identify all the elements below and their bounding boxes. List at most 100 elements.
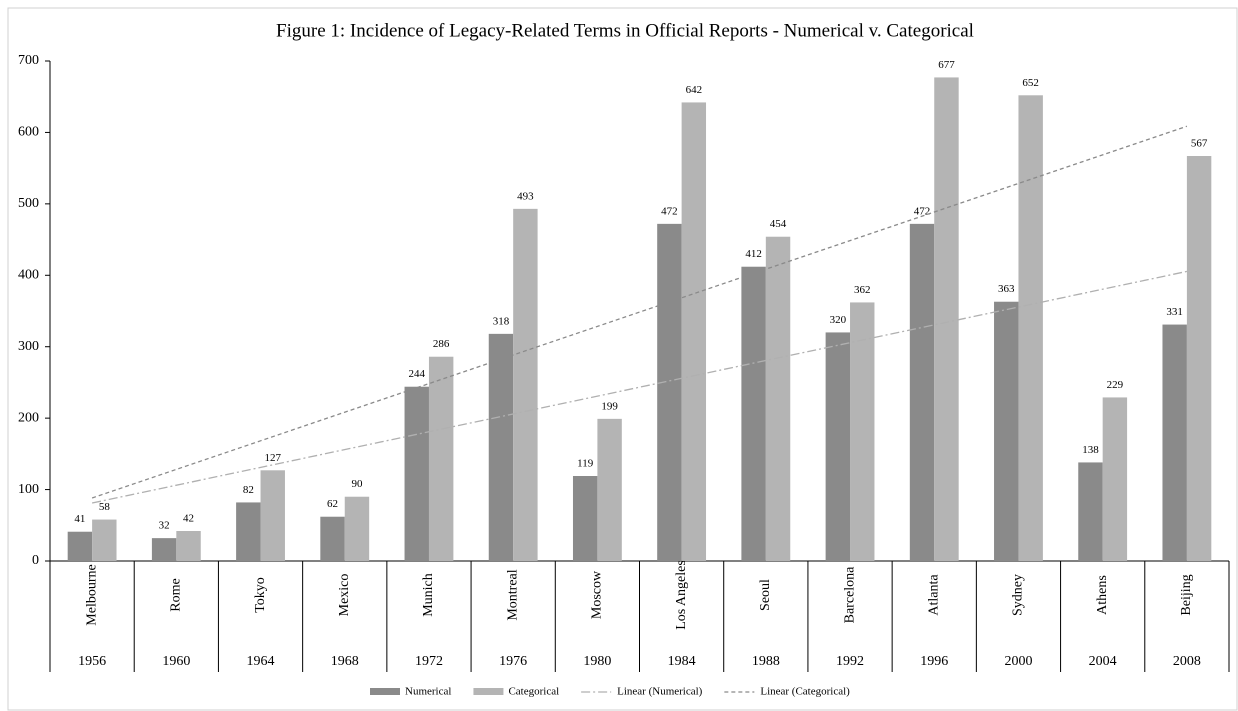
year-label: 1960: [162, 654, 190, 669]
value-label: 472: [661, 205, 678, 217]
bar: [1162, 324, 1187, 561]
bar: [428, 356, 454, 561]
bar: [765, 236, 791, 561]
y-tick-label: 700: [18, 53, 39, 68]
value-label: 244: [409, 368, 426, 380]
bar: [850, 302, 875, 561]
x-tick-label: Beijing: [1179, 574, 1194, 615]
bar: [1018, 95, 1043, 562]
value-label: 318: [493, 315, 510, 327]
x-tick-label: Barcelona: [842, 566, 857, 624]
year-label: 1976: [499, 654, 527, 669]
x-tick-label: Rome: [169, 578, 184, 611]
bar: [151, 538, 177, 561]
bar: [934, 77, 959, 561]
legend-label: Linear (Categorical): [760, 686, 850, 698]
value-label: 493: [517, 190, 534, 202]
bar: [1078, 462, 1103, 561]
bar: [1186, 156, 1212, 561]
bar: [404, 386, 429, 561]
bar: [741, 266, 766, 561]
value-label: 652: [1022, 77, 1039, 89]
year-label: 1992: [836, 654, 864, 669]
value-label: 286: [433, 338, 450, 350]
x-tick-label: Seoul: [758, 579, 773, 611]
value-label: 82: [243, 484, 254, 496]
value-label: 229: [1107, 379, 1124, 391]
y-tick-label: 100: [18, 482, 39, 497]
year-label: 2004: [1089, 654, 1117, 669]
value-label: 127: [264, 452, 281, 464]
bar: [176, 531, 201, 561]
year-label: 1972: [415, 654, 443, 669]
year-label: 1964: [247, 654, 275, 669]
bar: [994, 301, 1019, 561]
x-tick-label: Melbourne: [84, 564, 99, 625]
year-label: 1984: [668, 654, 696, 669]
bar: [488, 333, 514, 561]
year-label: 1996: [920, 654, 948, 669]
bar: [320, 516, 345, 561]
value-label: 58: [99, 501, 111, 513]
x-tick-label: Los Angeles: [674, 560, 689, 630]
x-tick-label: Sydney: [1011, 574, 1026, 616]
value-label: 138: [1082, 444, 1099, 456]
bar: [681, 102, 707, 561]
legend-label: Linear (Numerical): [617, 686, 703, 698]
x-tick-label: Munich: [421, 573, 436, 617]
bar: [67, 531, 93, 561]
y-tick-label: 400: [18, 268, 39, 283]
year-label: 1956: [78, 654, 106, 669]
year-label: 1988: [752, 654, 780, 669]
legend-swatch: [370, 688, 400, 695]
value-label: 331: [1166, 306, 1183, 318]
y-tick-label: 600: [18, 125, 39, 140]
value-label: 119: [577, 458, 594, 470]
year-label: 1968: [331, 654, 359, 669]
value-label: 567: [1191, 138, 1208, 150]
year-label: 1980: [583, 654, 611, 669]
bar: [909, 223, 935, 561]
value-label: 62: [327, 498, 338, 510]
value-label: 199: [601, 400, 618, 412]
x-tick-label: Atlanta: [926, 574, 941, 616]
y-tick-label: 0: [32, 553, 39, 568]
bar: [92, 519, 117, 561]
x-tick-label: Athens: [1095, 575, 1110, 615]
y-tick-label: 500: [18, 196, 39, 211]
year-label: 2008: [1173, 654, 1201, 669]
value-label: 90: [351, 478, 363, 490]
value-label: 642: [686, 84, 703, 96]
year-label: 2000: [1004, 654, 1032, 669]
x-tick-label: Montreal: [505, 569, 520, 620]
bar: [1102, 397, 1128, 561]
value-label: 454: [770, 218, 787, 230]
value-label: 32: [159, 520, 170, 532]
chart-title: Figure 1: Incidence of Legacy-Related Te…: [276, 20, 974, 41]
x-tick-label: Tokyo: [253, 577, 268, 613]
bar: [344, 496, 370, 561]
x-tick-label: Mexico: [337, 574, 352, 617]
bar: [657, 223, 682, 561]
x-tick-label: Moscow: [590, 570, 605, 619]
value-label: 363: [998, 283, 1015, 295]
trendline: [91, 125, 1188, 499]
bar: [236, 502, 261, 561]
value-label: 362: [854, 284, 871, 296]
bar: [572, 476, 598, 561]
y-tick-label: 200: [18, 410, 39, 425]
chart-frame: [7, 7, 1238, 711]
bar: [597, 418, 622, 561]
bar: [513, 208, 538, 561]
legend-label: Categorical: [508, 686, 559, 698]
y-tick-label: 300: [18, 339, 39, 354]
legend-swatch: [473, 688, 504, 695]
value-label: 42: [183, 513, 194, 525]
bar: [825, 332, 851, 561]
bar: [260, 470, 285, 561]
value-label: 320: [830, 314, 847, 326]
value-label: 472: [914, 205, 931, 217]
value-label: 677: [938, 59, 955, 71]
value-label: 41: [74, 513, 85, 525]
value-label: 412: [745, 248, 762, 260]
